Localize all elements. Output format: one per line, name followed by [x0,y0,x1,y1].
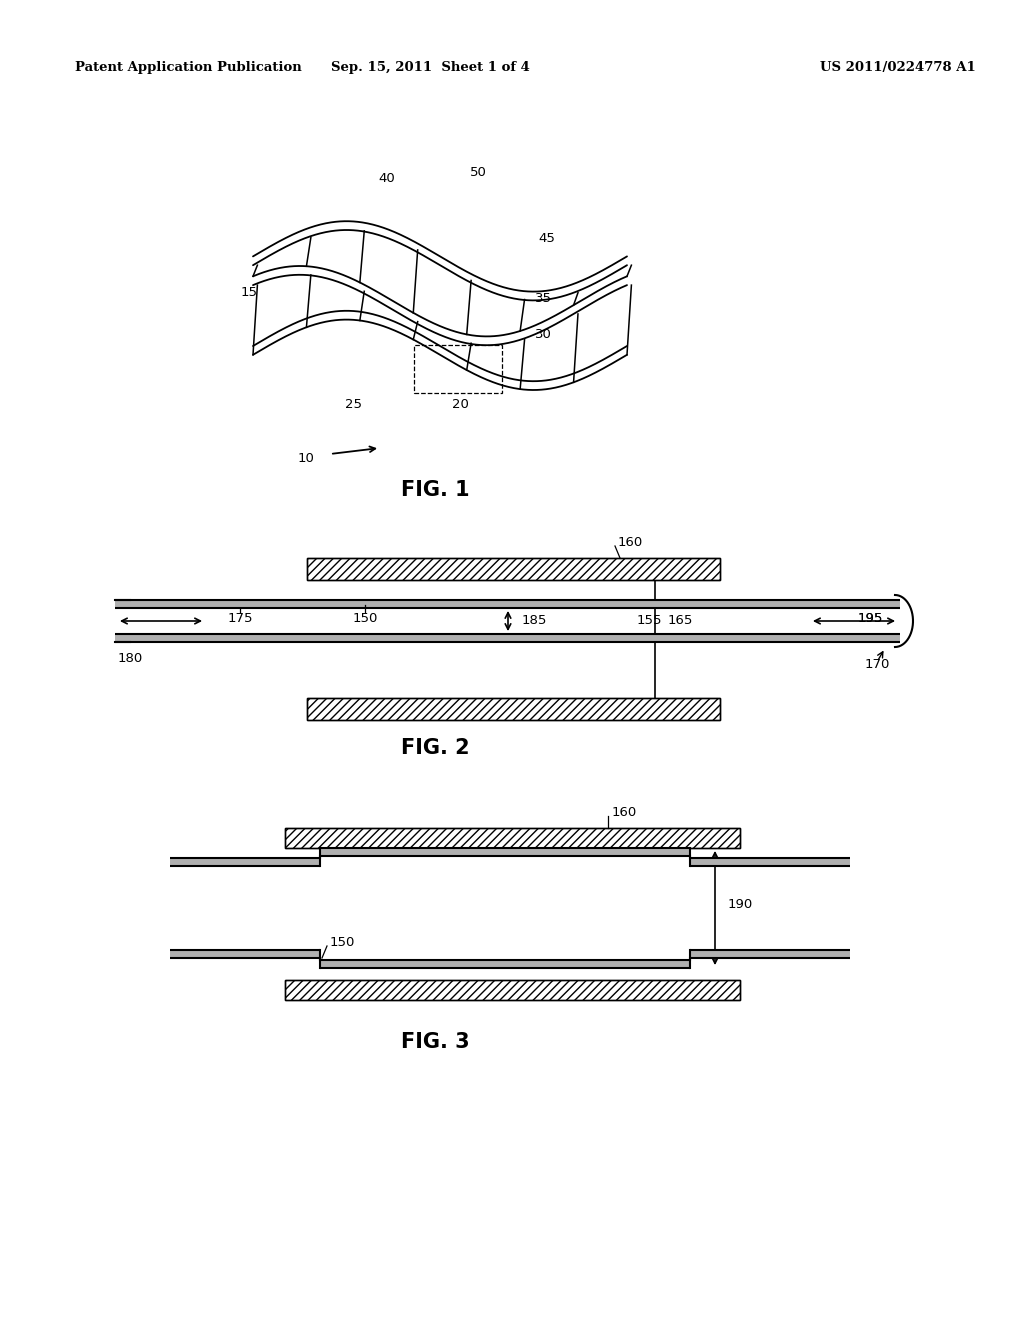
Text: 190: 190 [728,899,754,912]
Bar [307,558,720,579]
Polygon shape [690,950,850,958]
Bar [307,698,720,719]
Text: 160: 160 [612,805,637,818]
Polygon shape [115,601,900,609]
Text: 50: 50 [470,165,486,178]
Text: FIG. 2: FIG. 2 [400,738,469,758]
Text: 170: 170 [864,659,890,672]
Polygon shape [319,847,690,855]
Text: 150: 150 [352,611,378,624]
Text: 150: 150 [330,936,355,949]
Bar [414,346,502,393]
Polygon shape [115,634,900,642]
Text: 175: 175 [227,611,253,624]
Bar [285,979,740,1001]
Polygon shape [170,858,319,866]
Bar [285,828,740,847]
Text: 45: 45 [538,231,555,244]
Text: US 2011/0224778 A1: US 2011/0224778 A1 [820,62,976,74]
Text: 25: 25 [345,399,362,412]
Text: 10: 10 [297,451,314,465]
Text: 30: 30 [535,329,552,342]
Polygon shape [690,858,850,866]
Bar [307,558,720,579]
Text: 195: 195 [857,611,883,624]
Polygon shape [319,960,690,968]
Bar [285,828,740,847]
Bar [285,979,740,1001]
Text: 35: 35 [535,292,552,305]
Text: 155: 155 [637,615,663,627]
Text: 165: 165 [668,615,693,627]
Text: FIG. 3: FIG. 3 [400,1032,469,1052]
Text: 20: 20 [452,399,469,412]
Text: 15: 15 [241,285,258,298]
Text: FIG. 1: FIG. 1 [400,480,469,500]
Text: 160: 160 [618,536,643,549]
Text: 185: 185 [522,615,548,627]
Text: 40: 40 [378,172,395,185]
Text: Sep. 15, 2011  Sheet 1 of 4: Sep. 15, 2011 Sheet 1 of 4 [331,62,529,74]
Bar [307,698,720,719]
Text: 180: 180 [118,652,142,664]
Polygon shape [170,950,319,958]
Text: Patent Application Publication: Patent Application Publication [75,62,302,74]
Text: 195: 195 [857,611,883,624]
